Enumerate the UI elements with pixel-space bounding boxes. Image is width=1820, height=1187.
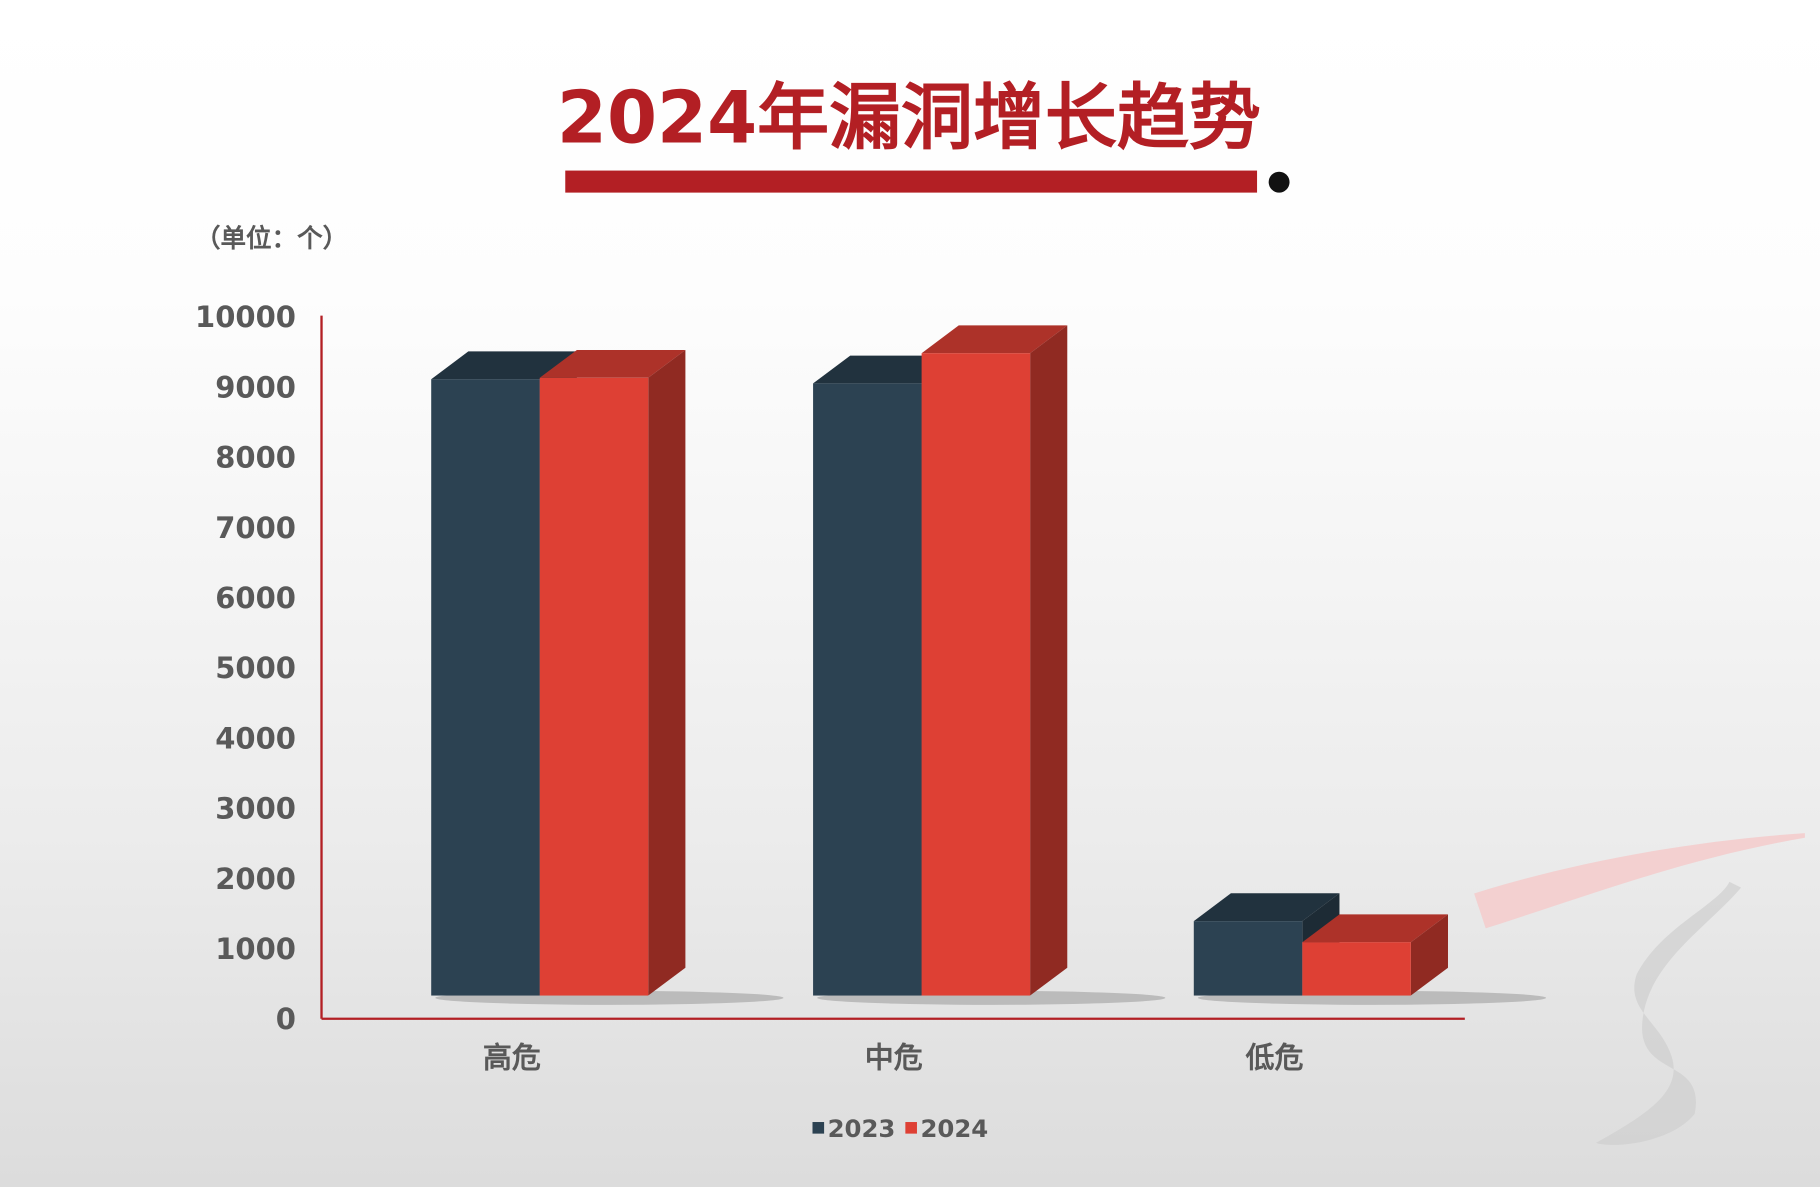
bar-side-face (1410, 914, 1448, 996)
bar-top-face (1302, 914, 1448, 943)
bar-top-face (431, 351, 577, 380)
y-tick-label: 6000 (215, 581, 296, 615)
bar-2023-0 (431, 379, 540, 996)
x-tick-label: 低危 (1244, 1040, 1303, 1074)
bar-top-face (539, 349, 686, 378)
y-tick-label: 10000 (195, 300, 296, 334)
title-underline (565, 170, 1258, 193)
legend-label: 2023 (828, 1114, 896, 1143)
bar-side-face (1030, 325, 1068, 996)
chart-title: 2024年漏洞增长趋势 (557, 76, 1261, 160)
bar-2024-1 (921, 353, 1031, 996)
legend-swatch-2024 (905, 1122, 917, 1134)
y-tick-label: 7000 (215, 511, 296, 545)
y-tick-label: 2000 (215, 862, 296, 896)
bar-2023-1 (813, 383, 922, 996)
y-tick-label: 3000 (215, 792, 296, 826)
y-tick-label: 1000 (215, 932, 296, 966)
bar-2024-0 (539, 377, 649, 996)
decorative-brush-stroke (1474, 833, 1805, 929)
bar-top-face (1193, 893, 1340, 922)
unit-label: （单位：个） (195, 224, 348, 254)
legend-label: 2024 (920, 1114, 988, 1143)
y-tick-label: 9000 (215, 370, 296, 404)
x-tick-label: 中危 (865, 1040, 923, 1074)
y-tick-label: 8000 (215, 441, 296, 475)
decorative-brush-stroke-gray (1595, 881, 1742, 1145)
x-tick-label: 高危 (483, 1040, 541, 1074)
bar-top-face (921, 325, 1068, 354)
bar-2023-2 (1193, 921, 1303, 996)
y-tick-label: 4000 (215, 721, 296, 755)
y-tick-label: 5000 (215, 651, 296, 685)
bar-side-face (648, 349, 686, 996)
title-dot (1268, 171, 1290, 193)
y-tick-label: 0 (276, 1002, 296, 1036)
bar-2024-2 (1302, 942, 1411, 996)
legend-swatch-2023 (812, 1122, 825, 1134)
